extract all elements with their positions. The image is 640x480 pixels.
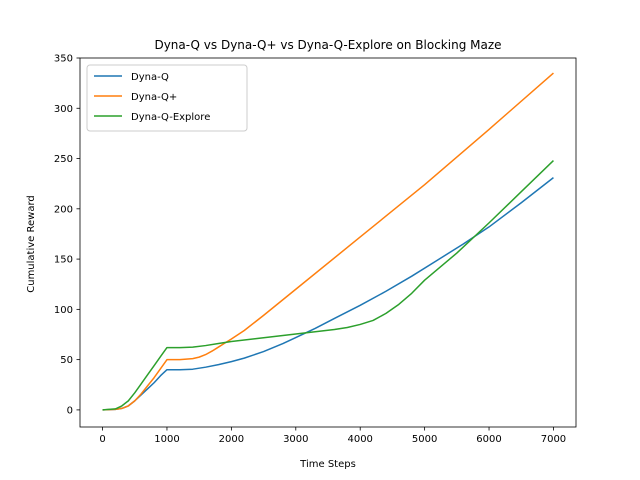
x-tick-label: 7000 xyxy=(541,434,566,445)
x-tick-label: 5000 xyxy=(412,434,437,445)
y-tick-label: 0 xyxy=(67,405,73,416)
x-tick-label: 4000 xyxy=(347,434,372,445)
y-tick-label: 300 xyxy=(54,104,73,115)
y-tick-label: 350 xyxy=(54,54,73,65)
y-tick-label: 150 xyxy=(54,255,73,266)
legend: Dyna-Q Dyna-Q+ Dyna-Q-Explore xyxy=(86,64,248,132)
chart-title: Dyna-Q vs Dyna-Q+ vs Dyna-Q-Explore on B… xyxy=(154,38,501,52)
x-tick-label: 1000 xyxy=(154,434,179,445)
y-tick-label: 50 xyxy=(60,355,73,366)
y-tick-label: 250 xyxy=(54,154,73,165)
series-line-2 xyxy=(102,160,554,411)
y-tick-label: 200 xyxy=(54,204,73,215)
legend-label-1: Dyna-Q+ xyxy=(131,92,177,103)
x-tick-label: 0 xyxy=(99,434,105,445)
legend-box xyxy=(86,64,248,132)
series-line-1 xyxy=(102,72,554,411)
y-tick-label: 100 xyxy=(54,305,73,316)
x-axis-label: Time Steps xyxy=(299,459,356,470)
plot-area: 0 1000 2000 3000 4000 5000 6000 7000 0 50 100 150 20… xyxy=(54,54,577,445)
legend-label-2: Dyna-Q-Explore xyxy=(131,112,210,123)
x-tick-label: 2000 xyxy=(219,434,244,445)
axes-frame xyxy=(79,57,577,428)
x-tick-label: 6000 xyxy=(476,434,501,445)
y-axis-label: Cumulative Reward xyxy=(26,195,37,293)
legend-label-0: Dyna-Q xyxy=(131,72,169,83)
x-tick-label: 3000 xyxy=(283,434,308,445)
